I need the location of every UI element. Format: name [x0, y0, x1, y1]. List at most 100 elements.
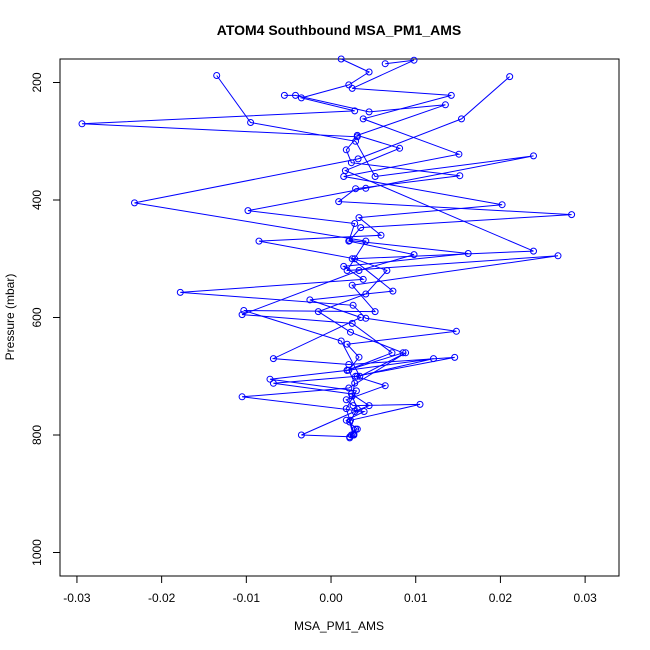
data-point: [353, 131, 361, 139]
data-point: [362, 237, 370, 245]
data-point: [337, 55, 345, 63]
data-point: [447, 91, 455, 99]
data-point: [452, 327, 460, 335]
data-point: [371, 308, 379, 316]
data-point: [377, 231, 385, 239]
data-point: [348, 281, 356, 289]
data-point: [399, 349, 407, 357]
data-point: [314, 308, 322, 316]
data-point: [381, 60, 389, 68]
data-point: [335, 198, 343, 206]
data-point: [441, 101, 449, 109]
data-point: [568, 211, 576, 219]
y-tick-label: 400: [30, 190, 44, 210]
data-point: [396, 144, 404, 152]
data-point: [359, 275, 367, 283]
data-point: [343, 267, 351, 274]
data-point: [357, 314, 365, 321]
y-axis-label: Pressure (mbar): [3, 274, 17, 361]
x-tick-label: 0.03: [573, 591, 597, 605]
series-line: [216, 75, 534, 438]
data-point: [351, 220, 359, 227]
data-point: [498, 201, 506, 209]
y-tick-label: 200: [30, 72, 44, 92]
data-point: [530, 152, 537, 160]
plot-frame: [59, 58, 620, 577]
data-point: [355, 353, 363, 361]
data-point: [365, 108, 373, 116]
data-point: [359, 115, 367, 123]
x-tick-label: 0.01: [404, 591, 428, 605]
data-point: [292, 91, 299, 99]
y-tick-label: 1000: [30, 539, 44, 566]
data-point: [362, 314, 370, 322]
data-point: [269, 379, 277, 387]
data-point: [530, 247, 537, 255]
data-point: [352, 372, 360, 380]
data-point: [351, 255, 359, 263]
data-point: [213, 72, 221, 79]
x-tick-label: 0.00: [319, 591, 343, 605]
data-point: [342, 146, 350, 154]
data-point: [506, 73, 514, 81]
data-point: [416, 400, 424, 408]
data-point: [176, 288, 184, 296]
data-point: [349, 402, 357, 410]
x-tick-label: -0.03: [63, 591, 91, 605]
chart-title: ATOM4 Southbound MSA_PM1_AMS: [217, 22, 461, 38]
data-point: [350, 430, 358, 438]
data-point: [337, 337, 345, 345]
data-point: [455, 150, 463, 158]
x-tick-label: -0.01: [233, 591, 261, 605]
y-axis: 200 400 600 800 1000: [30, 72, 60, 566]
data-point: [365, 68, 373, 76]
data-point: [351, 107, 359, 115]
data-point: [347, 328, 354, 336]
data-point: [269, 355, 277, 363]
data-point: [244, 207, 252, 215]
data-point: [306, 296, 314, 304]
data-point: [247, 119, 255, 126]
data-point: [355, 267, 363, 274]
data-point: [342, 416, 350, 424]
data-point: [255, 237, 263, 245]
data-point: [351, 379, 359, 387]
data-point: [458, 115, 465, 123]
data-point: [340, 262, 348, 270]
x-tick-label: -0.02: [148, 591, 176, 605]
x-tick-label: 0.02: [489, 591, 513, 605]
data-point: [456, 172, 464, 180]
data-point: [342, 405, 350, 413]
data-point: [266, 375, 274, 383]
y-tick-label: 600: [30, 307, 44, 327]
data-point: [345, 384, 353, 392]
data-point: [238, 311, 246, 319]
data-point: [451, 353, 459, 361]
data-point: [410, 251, 418, 259]
plot-area: [78, 55, 576, 442]
series-line: [258, 59, 503, 434]
data-point: [238, 393, 246, 401]
x-axis: -0.03 -0.02 -0.01 0.00 0.01 0.02 0.03: [63, 576, 597, 605]
data-point: [381, 382, 389, 390]
data-point: [347, 159, 355, 167]
data-point: [131, 199, 138, 207]
data-point: [348, 84, 356, 92]
data-point: [389, 287, 397, 295]
data-point: [362, 290, 370, 298]
data-point: [383, 267, 391, 274]
data-point: [297, 431, 305, 439]
data-point: [352, 387, 360, 395]
series-line: [271, 94, 534, 421]
data-point: [354, 155, 362, 163]
data-point: [342, 396, 350, 404]
data-point: [343, 340, 351, 348]
data-point: [357, 224, 365, 232]
data-point: [343, 366, 351, 374]
data-point: [360, 408, 368, 415]
y-tick-label: 800: [30, 425, 44, 445]
data-point: [554, 252, 562, 260]
data-point: [352, 185, 360, 193]
